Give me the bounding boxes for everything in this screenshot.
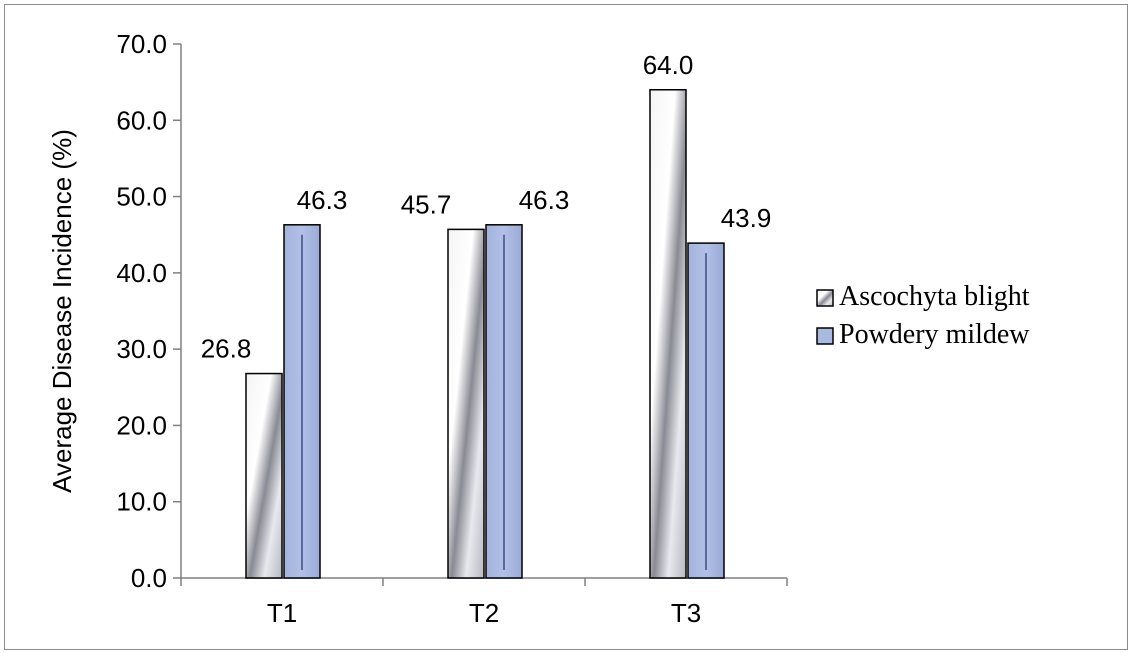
bar-chart: Average Disease Incidence (%) 0.0 10.0 20.0… [47, 29, 1030, 628]
y-axis-label: Average Disease Incidence (%) [47, 129, 77, 493]
x-tick-label: T1 [267, 598, 297, 628]
bar-ascochyta-blight-t2 [447, 228, 485, 579]
bar-ascochyta-blight-t1 [245, 372, 283, 579]
chart-frame: Average Disease Incidence (%) 0.0 10.0 20.0… [4, 4, 1128, 650]
legend: Ascochyta blight Powdery mildew [816, 281, 1030, 350]
y-tick-label: 50.0 [116, 182, 167, 212]
legend-label: Ascochyta blight [839, 281, 1030, 312]
bars [245, 89, 725, 579]
x-tick-label: T2 [469, 598, 499, 628]
data-label: 26.8 [201, 334, 252, 364]
data-label: 64.0 [643, 50, 694, 80]
legend-swatch [816, 327, 834, 345]
legend-label: Powdery mildew [839, 319, 1030, 350]
legend-swatch [816, 289, 834, 307]
y-tick-label: 0.0 [131, 563, 167, 593]
data-label: 45.7 [401, 189, 452, 219]
y-tick-label: 40.0 [116, 258, 167, 288]
y-tick-label: 20.0 [116, 410, 167, 440]
y-tick-label: 30.0 [116, 334, 167, 364]
y-tick-label: 70.0 [116, 29, 167, 59]
data-label: 46.3 [297, 185, 348, 215]
axes: Average Disease Incidence (%) 0.0 10.0 20.0… [47, 29, 788, 628]
x-tick-label: T3 [671, 598, 701, 628]
y-tick-label: 10.0 [116, 487, 167, 517]
data-label: 46.3 [519, 185, 570, 215]
bar-ascochyta-blight-t3 [649, 89, 687, 579]
data-labels: 26.8 46.3 45.7 46.3 64.0 43.9 [201, 50, 772, 364]
data-label: 43.9 [721, 203, 772, 233]
y-tick-label: 60.0 [116, 105, 167, 135]
